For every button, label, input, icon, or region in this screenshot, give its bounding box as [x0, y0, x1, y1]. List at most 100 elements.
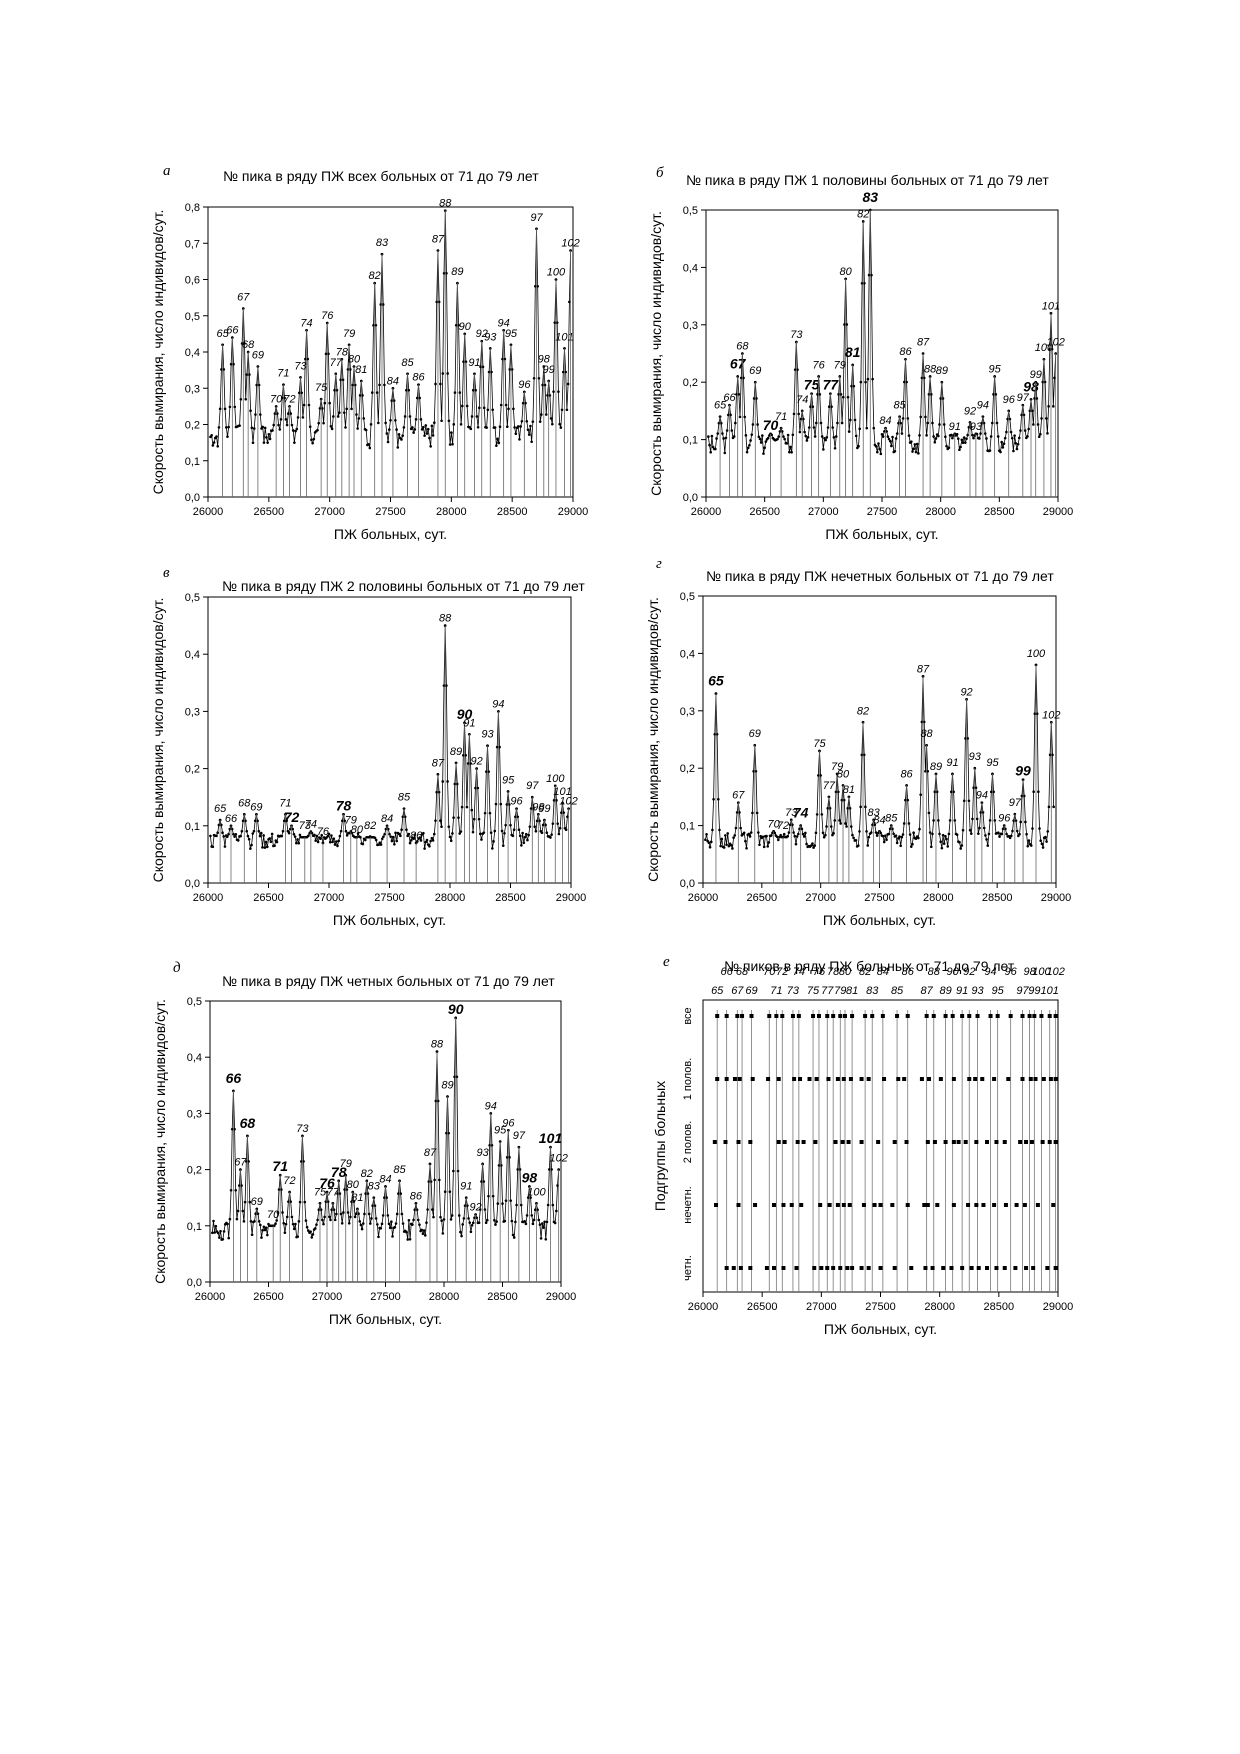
data-point	[399, 1192, 403, 1195]
data-point	[311, 1233, 315, 1236]
data-point	[356, 832, 360, 835]
peak-marker	[892, 1266, 897, 1270]
data-point	[485, 1218, 489, 1222]
data-point	[295, 427, 299, 431]
peak-label: 86	[412, 372, 425, 384]
data-point	[530, 1214, 534, 1217]
peak-label: 94	[977, 400, 989, 412]
data-point	[419, 418, 423, 421]
peak-marker	[753, 1203, 758, 1207]
peak-label: 72	[283, 393, 295, 405]
peak-label: 82	[364, 820, 376, 832]
data-point	[931, 421, 934, 425]
data-point	[330, 427, 334, 431]
peak-label: 91	[460, 1181, 472, 1193]
data-point	[212, 441, 216, 444]
data-point	[550, 833, 553, 836]
data-point	[1041, 380, 1045, 384]
peak-marker	[780, 1014, 785, 1018]
data-point	[966, 433, 969, 437]
data-point	[824, 438, 827, 442]
data-point	[345, 407, 349, 411]
data-point	[851, 833, 854, 837]
data-point	[814, 831, 818, 835]
data-point	[358, 1220, 362, 1223]
peak-label: 81	[843, 784, 855, 796]
data-point	[344, 829, 348, 833]
y-tick-label: 0,0	[683, 492, 698, 504]
data-point	[362, 417, 366, 420]
data-point	[246, 834, 250, 838]
peak-label: 93	[484, 331, 497, 343]
data-point	[517, 828, 521, 832]
data-point	[972, 436, 975, 440]
peak-marker	[992, 1203, 997, 1207]
data-point	[232, 832, 235, 836]
data-point	[381, 303, 385, 306]
peak-label: 89	[441, 1080, 453, 1092]
data-point	[445, 684, 448, 687]
x-tick-label: 26000	[193, 892, 224, 904]
data-point	[332, 837, 336, 841]
data-point	[514, 1220, 517, 1224]
data-point	[886, 435, 890, 438]
data-point	[257, 829, 261, 833]
data-point	[734, 421, 737, 425]
data-point	[792, 831, 795, 834]
data-point	[997, 831, 1000, 834]
data-point	[1047, 805, 1051, 809]
y-tick-label: 0,3	[680, 706, 695, 718]
data-point	[357, 1212, 360, 1216]
data-point	[357, 417, 361, 420]
data-point	[385, 432, 389, 435]
data-point	[941, 397, 945, 400]
data-point	[546, 1203, 550, 1207]
data-point	[471, 830, 475, 834]
data-point	[1041, 846, 1045, 849]
peak-label: 92	[960, 686, 972, 698]
data-point	[317, 1208, 321, 1211]
data-point	[911, 450, 914, 453]
data-point	[500, 1164, 503, 1167]
data-point	[544, 1237, 548, 1241]
data-point	[1019, 820, 1022, 824]
data-point	[945, 837, 948, 841]
data-point	[953, 819, 957, 822]
peak-marker	[950, 1014, 955, 1018]
peak-marker	[819, 1266, 824, 1270]
data-point	[796, 368, 799, 371]
data-point	[370, 1217, 373, 1220]
peak-marker	[925, 1203, 930, 1207]
data-point	[776, 437, 779, 441]
data-point	[265, 436, 268, 439]
data-point	[439, 1215, 442, 1219]
peak-marker	[841, 1203, 846, 1207]
peak-label: 72	[777, 820, 789, 832]
data-point	[907, 822, 911, 825]
peak-marker	[847, 1203, 852, 1207]
data-point	[230, 827, 234, 831]
data-point	[742, 376, 745, 380]
data-point	[263, 846, 267, 849]
data-point	[353, 1215, 357, 1219]
data-point	[503, 357, 507, 361]
data-point	[403, 415, 407, 418]
data-point	[854, 434, 858, 438]
data-point	[942, 842, 946, 845]
peak-marker	[956, 1140, 961, 1144]
data-point	[560, 408, 564, 412]
y-axis-label: Скорость вымирания, число индивидов/сут.	[645, 597, 661, 882]
data-point	[314, 839, 317, 842]
data-point	[839, 393, 843, 396]
data-point	[995, 421, 999, 425]
data-point	[862, 753, 866, 757]
x-axis-label: ПЖ больных, сут.	[825, 526, 938, 542]
data-point	[451, 442, 454, 446]
peak-marker	[878, 1203, 883, 1207]
x-tick-label: 27500	[370, 1291, 401, 1303]
data-point	[1051, 753, 1054, 757]
data-point	[840, 798, 844, 802]
data-point	[729, 413, 732, 417]
data-point	[782, 832, 786, 836]
data-point	[415, 1208, 419, 1211]
